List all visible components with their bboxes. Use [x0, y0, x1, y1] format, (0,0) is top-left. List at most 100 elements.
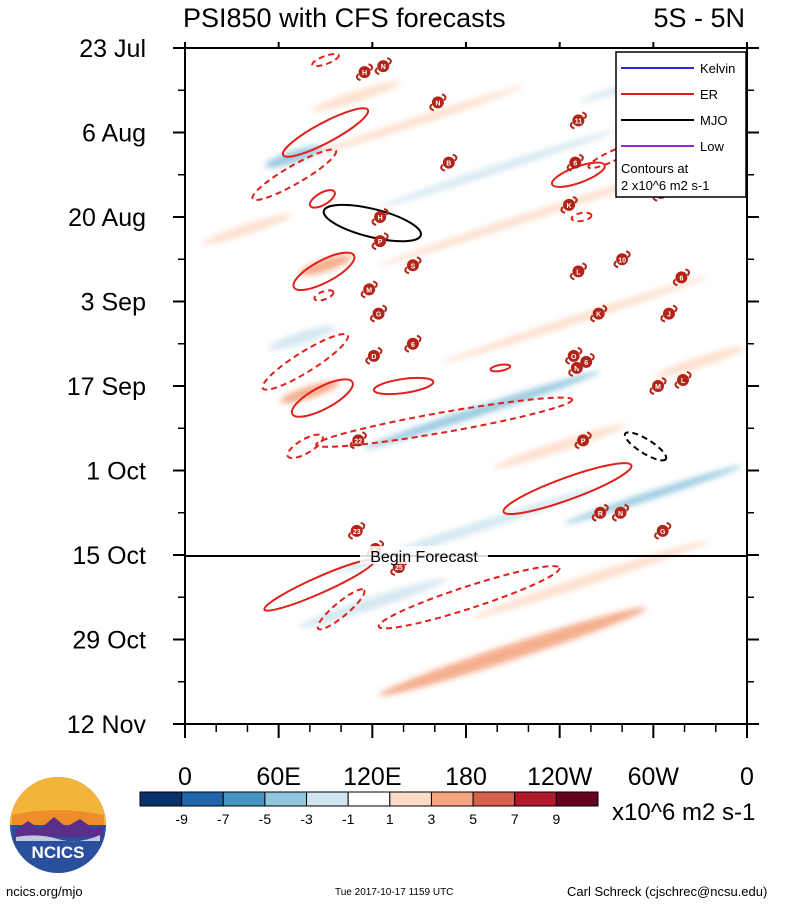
storm-arm — [591, 503, 609, 522]
legend-label: Kelvin — [700, 61, 735, 76]
storm-label: 6 — [573, 161, 577, 168]
storm-marker: D — [365, 346, 383, 365]
storm-label: G — [376, 312, 382, 319]
anomaly-band — [315, 86, 524, 155]
filtered-contours — [251, 52, 668, 631]
storm-arm — [404, 256, 422, 275]
er-contour-negative — [286, 433, 324, 460]
storm-marker: O — [565, 346, 583, 365]
storm-arm — [349, 431, 367, 450]
storm-dot — [374, 211, 387, 223]
colorbar-label: 3 — [428, 811, 436, 827]
er-contour-negative — [261, 333, 349, 391]
mjo-contour-negative — [623, 431, 668, 462]
storm-dot — [358, 66, 371, 79]
storm-dot — [577, 434, 590, 447]
forecast-label: Begin Forecast — [370, 549, 478, 566]
storm-label: M — [655, 384, 661, 391]
storm-arm — [440, 153, 458, 172]
colorbar-label: 7 — [511, 811, 519, 827]
colorbar-swatch — [430, 791, 474, 807]
footer-timestamp: Tue 2017-10-17 1159 UTC — [335, 887, 454, 898]
storm-label: 22 — [354, 438, 362, 445]
storm-label: N — [381, 64, 386, 71]
anomaly-band — [268, 325, 336, 350]
er-contour-positive — [502, 462, 633, 516]
colorbar-unit: x10^6 m2 s-1 — [612, 799, 756, 826]
anomaly-band — [379, 168, 677, 266]
storm-arm — [348, 521, 366, 540]
storm-marker: K — [590, 304, 608, 323]
storm-dot — [367, 349, 380, 362]
anomaly-band — [299, 255, 352, 276]
anomaly-band — [312, 81, 402, 112]
storm-dot — [363, 283, 376, 296]
storm-label: H — [362, 70, 367, 77]
forecast-start: Begin Forecast — [185, 546, 747, 566]
storm-marker: J — [660, 304, 678, 323]
storm-arm — [574, 431, 592, 450]
storm-marker: 6 — [577, 352, 595, 371]
storm-dot — [352, 434, 365, 447]
anomaly-band — [298, 578, 447, 629]
storm-label: 6 — [411, 342, 415, 349]
storm-dot — [563, 198, 576, 211]
y-tick-label: 23 Jul — [79, 35, 146, 63]
storm-dot — [374, 235, 387, 248]
storm-arm — [590, 304, 608, 323]
contour-note-1: Contours at — [621, 161, 689, 176]
storm-dot — [652, 380, 665, 392]
storm-dot — [594, 506, 607, 519]
storm-dot — [580, 355, 593, 368]
storm-arm — [566, 153, 584, 172]
storm-dot — [614, 506, 627, 519]
er-contour-positive — [372, 376, 435, 396]
colorbar: -9 -7 -5 -3 -1 1 3 5 7 9 — [139, 791, 599, 827]
y-tick-label: 6 Aug — [82, 120, 146, 148]
storm-marker: K — [560, 195, 578, 214]
storm-dot — [676, 373, 689, 386]
anomaly-band — [362, 371, 601, 450]
storm-label: O — [571, 354, 577, 361]
x-tick-label: 0 — [178, 763, 192, 791]
colorbar-label: -9 — [175, 811, 188, 827]
storm-marker: 10 — [613, 250, 631, 269]
storm-arm — [374, 57, 392, 76]
storm-arm — [577, 352, 595, 371]
storm-dot — [656, 524, 669, 537]
y-tick-label: 1 Oct — [86, 458, 146, 486]
storm-dot — [616, 253, 629, 266]
er-contour-negative — [315, 396, 574, 448]
storm-dot — [406, 337, 419, 350]
er-contour-positive — [281, 107, 370, 158]
legend-label: ER — [700, 87, 718, 102]
storm-marker: L — [569, 262, 587, 281]
storm-dot — [431, 96, 444, 109]
chart-region: 5S - 5N — [653, 3, 745, 33]
er-contour-negative — [316, 588, 366, 631]
storm-marker: L — [674, 371, 692, 389]
storm-marker: 23 — [348, 521, 366, 540]
storm-marker: 6 — [404, 334, 422, 353]
storm-arm — [365, 346, 383, 365]
anomaly-shading — [202, 53, 745, 696]
storm-arm — [672, 268, 691, 287]
storm-label: 11 — [575, 118, 583, 125]
storm-dot — [392, 561, 405, 574]
storm-dot — [377, 60, 390, 73]
logo-text: NCICS — [32, 843, 85, 862]
anomaly-band — [202, 213, 293, 245]
storm-label: K — [567, 203, 572, 210]
storm-marker: 22 — [349, 431, 367, 450]
storm-marker: R — [591, 503, 609, 522]
storm-arm — [360, 280, 378, 299]
storm-marker: 11 — [569, 111, 587, 130]
storm-arm — [569, 111, 587, 130]
storm-marker: S — [404, 256, 422, 275]
colorbar-swatch — [139, 791, 183, 807]
colorbar-swatch — [264, 791, 308, 807]
storm-dot — [569, 156, 582, 169]
colorbar-label: -5 — [259, 811, 272, 827]
storm-marker: N — [429, 93, 447, 112]
colorbar-label: 9 — [552, 811, 560, 827]
